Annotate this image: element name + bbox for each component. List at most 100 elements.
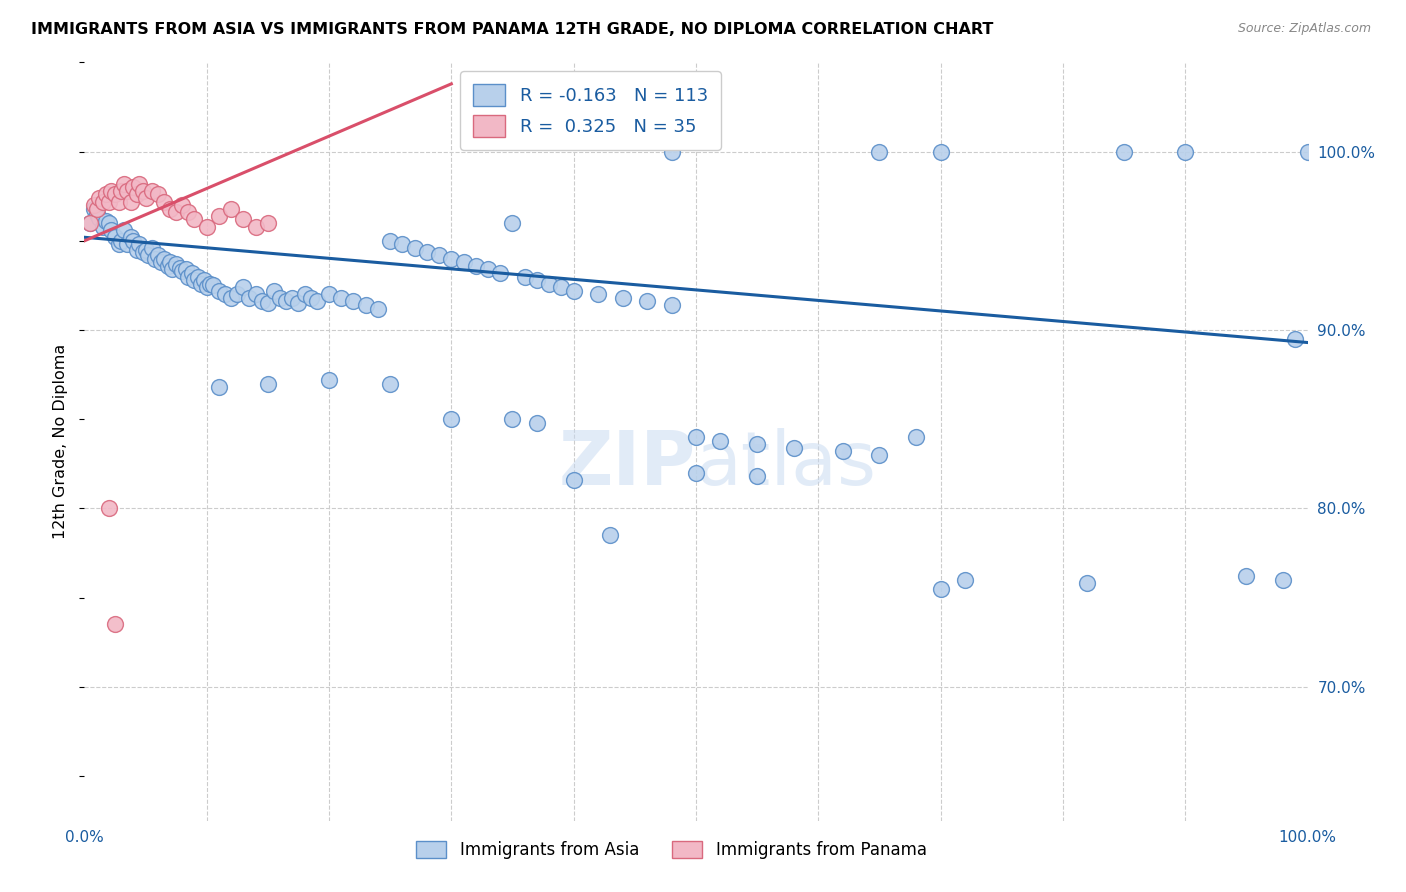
Point (132, 184, 155, 198)
Point (250, 294, 273, 309)
Point (257, 216, 280, 230)
Point (187, 269, 209, 284)
Point (110, 234, 132, 248)
Text: ZIP: ZIP (558, 428, 696, 500)
Point (146, 187, 169, 202)
Text: Source: ZipAtlas.com: Source: ZipAtlas.com (1237, 22, 1371, 36)
Point (257, 376, 280, 391)
Point (257, 296, 280, 310)
Point (79, 216, 101, 230)
Point (201, 278, 224, 293)
Point (636, 294, 658, 309)
Point (177, 205, 200, 219)
Point (153, 194, 176, 209)
Point (172, 264, 194, 278)
Point (83, 198, 105, 212)
Point (562, 284, 585, 298)
Point (294, 287, 316, 301)
Point (953, 573, 976, 587)
Point (1296, 145, 1319, 159)
Point (97, 216, 120, 230)
Point (238, 291, 260, 305)
Point (929, 145, 952, 159)
Point (177, 269, 200, 284)
Point (128, 177, 150, 191)
Point (87, 211, 110, 225)
Point (174, 262, 197, 277)
Point (208, 284, 231, 298)
Point (156, 259, 179, 273)
Point (141, 184, 163, 198)
Point (136, 248, 159, 262)
Point (112, 177, 135, 191)
Point (232, 212, 254, 227)
Point (219, 202, 242, 216)
Point (869, 145, 891, 159)
Point (869, 448, 891, 462)
Point (709, 434, 731, 448)
Point (489, 266, 512, 280)
Point (905, 430, 928, 444)
Point (115, 237, 138, 252)
Point (287, 296, 309, 310)
Point (97, 194, 120, 209)
Point (107, 194, 129, 209)
Point (208, 380, 231, 394)
Point (200, 277, 222, 291)
Point (214, 287, 236, 301)
Point (245, 287, 267, 301)
Point (526, 416, 548, 430)
Point (1284, 332, 1306, 346)
Point (97, 501, 120, 516)
Point (146, 248, 169, 262)
Point (1174, 145, 1197, 159)
Point (125, 243, 148, 257)
Point (318, 373, 340, 387)
Point (685, 430, 707, 444)
Y-axis label: 12th Grade, No Diploma: 12th Grade, No Diploma (53, 344, 69, 539)
Point (183, 212, 205, 227)
Point (150, 255, 173, 269)
Point (153, 252, 176, 266)
Point (305, 294, 328, 309)
Point (183, 273, 205, 287)
Point (86, 207, 108, 221)
Point (318, 287, 340, 301)
Point (143, 252, 166, 266)
Legend: Immigrants from Asia, Immigrants from Panama: Immigrants from Asia, Immigrants from Pa… (409, 834, 934, 865)
Point (96, 214, 118, 228)
Point (159, 255, 181, 269)
Point (404, 241, 426, 255)
Point (195, 219, 218, 234)
Point (104, 230, 127, 244)
Point (135, 243, 157, 257)
Point (263, 284, 285, 298)
Point (245, 219, 267, 234)
Point (104, 187, 127, 202)
Point (391, 237, 413, 252)
Point (181, 266, 204, 280)
Point (502, 216, 524, 230)
Point (354, 298, 377, 312)
Point (110, 184, 132, 198)
Point (162, 262, 184, 277)
Point (747, 437, 769, 451)
Point (128, 237, 150, 252)
Point (380, 376, 402, 391)
Point (172, 198, 194, 212)
Point (1114, 145, 1136, 159)
Point (502, 412, 524, 426)
Point (538, 277, 561, 291)
Point (100, 223, 122, 237)
Point (120, 194, 142, 209)
Point (342, 294, 364, 309)
Point (661, 298, 683, 312)
Point (104, 617, 127, 632)
Point (125, 187, 148, 202)
Point (299, 291, 322, 305)
Point (190, 277, 212, 291)
Point (586, 287, 609, 301)
Point (232, 280, 254, 294)
Point (115, 184, 138, 198)
Point (159, 202, 181, 216)
